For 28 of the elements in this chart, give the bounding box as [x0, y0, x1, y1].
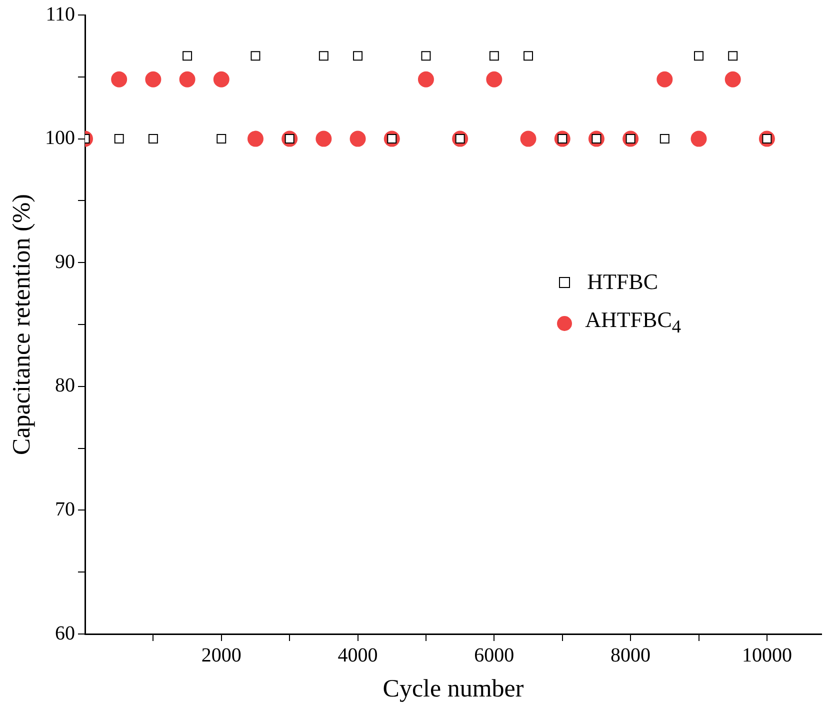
point — [520, 130, 536, 147]
point — [316, 130, 332, 147]
x-tick-label: 2000 — [201, 644, 242, 666]
point — [145, 71, 162, 88]
x-axis-title: Cycle number — [382, 676, 524, 703]
point — [690, 130, 707, 147]
point — [486, 71, 502, 88]
x-tick-label: 4000 — [338, 644, 378, 666]
legend-label: HTFBC — [587, 268, 658, 296]
y-tick-label: 60 — [55, 622, 75, 644]
point — [213, 71, 230, 88]
x-tick-label: 10000 — [742, 644, 792, 666]
y-tick-label: 110 — [46, 3, 75, 26]
y-tick-label: 70 — [55, 498, 75, 520]
x-tick-label: 6000 — [474, 644, 514, 666]
point — [350, 130, 366, 147]
y-tick-label: 80 — [55, 374, 75, 397]
legend-label: AHTFBC$_{4}$ — [585, 306, 682, 339]
point — [111, 71, 128, 88]
point — [179, 71, 196, 88]
point — [418, 71, 434, 88]
x-tick-label: 8000 — [610, 644, 651, 666]
point — [724, 71, 741, 88]
y-tick-label: 90 — [55, 250, 75, 273]
point — [247, 130, 264, 147]
point — [656, 71, 673, 88]
y-axis-title: Capacitance retention (%) — [8, 194, 36, 455]
y-tick-label: 100 — [45, 127, 75, 150]
